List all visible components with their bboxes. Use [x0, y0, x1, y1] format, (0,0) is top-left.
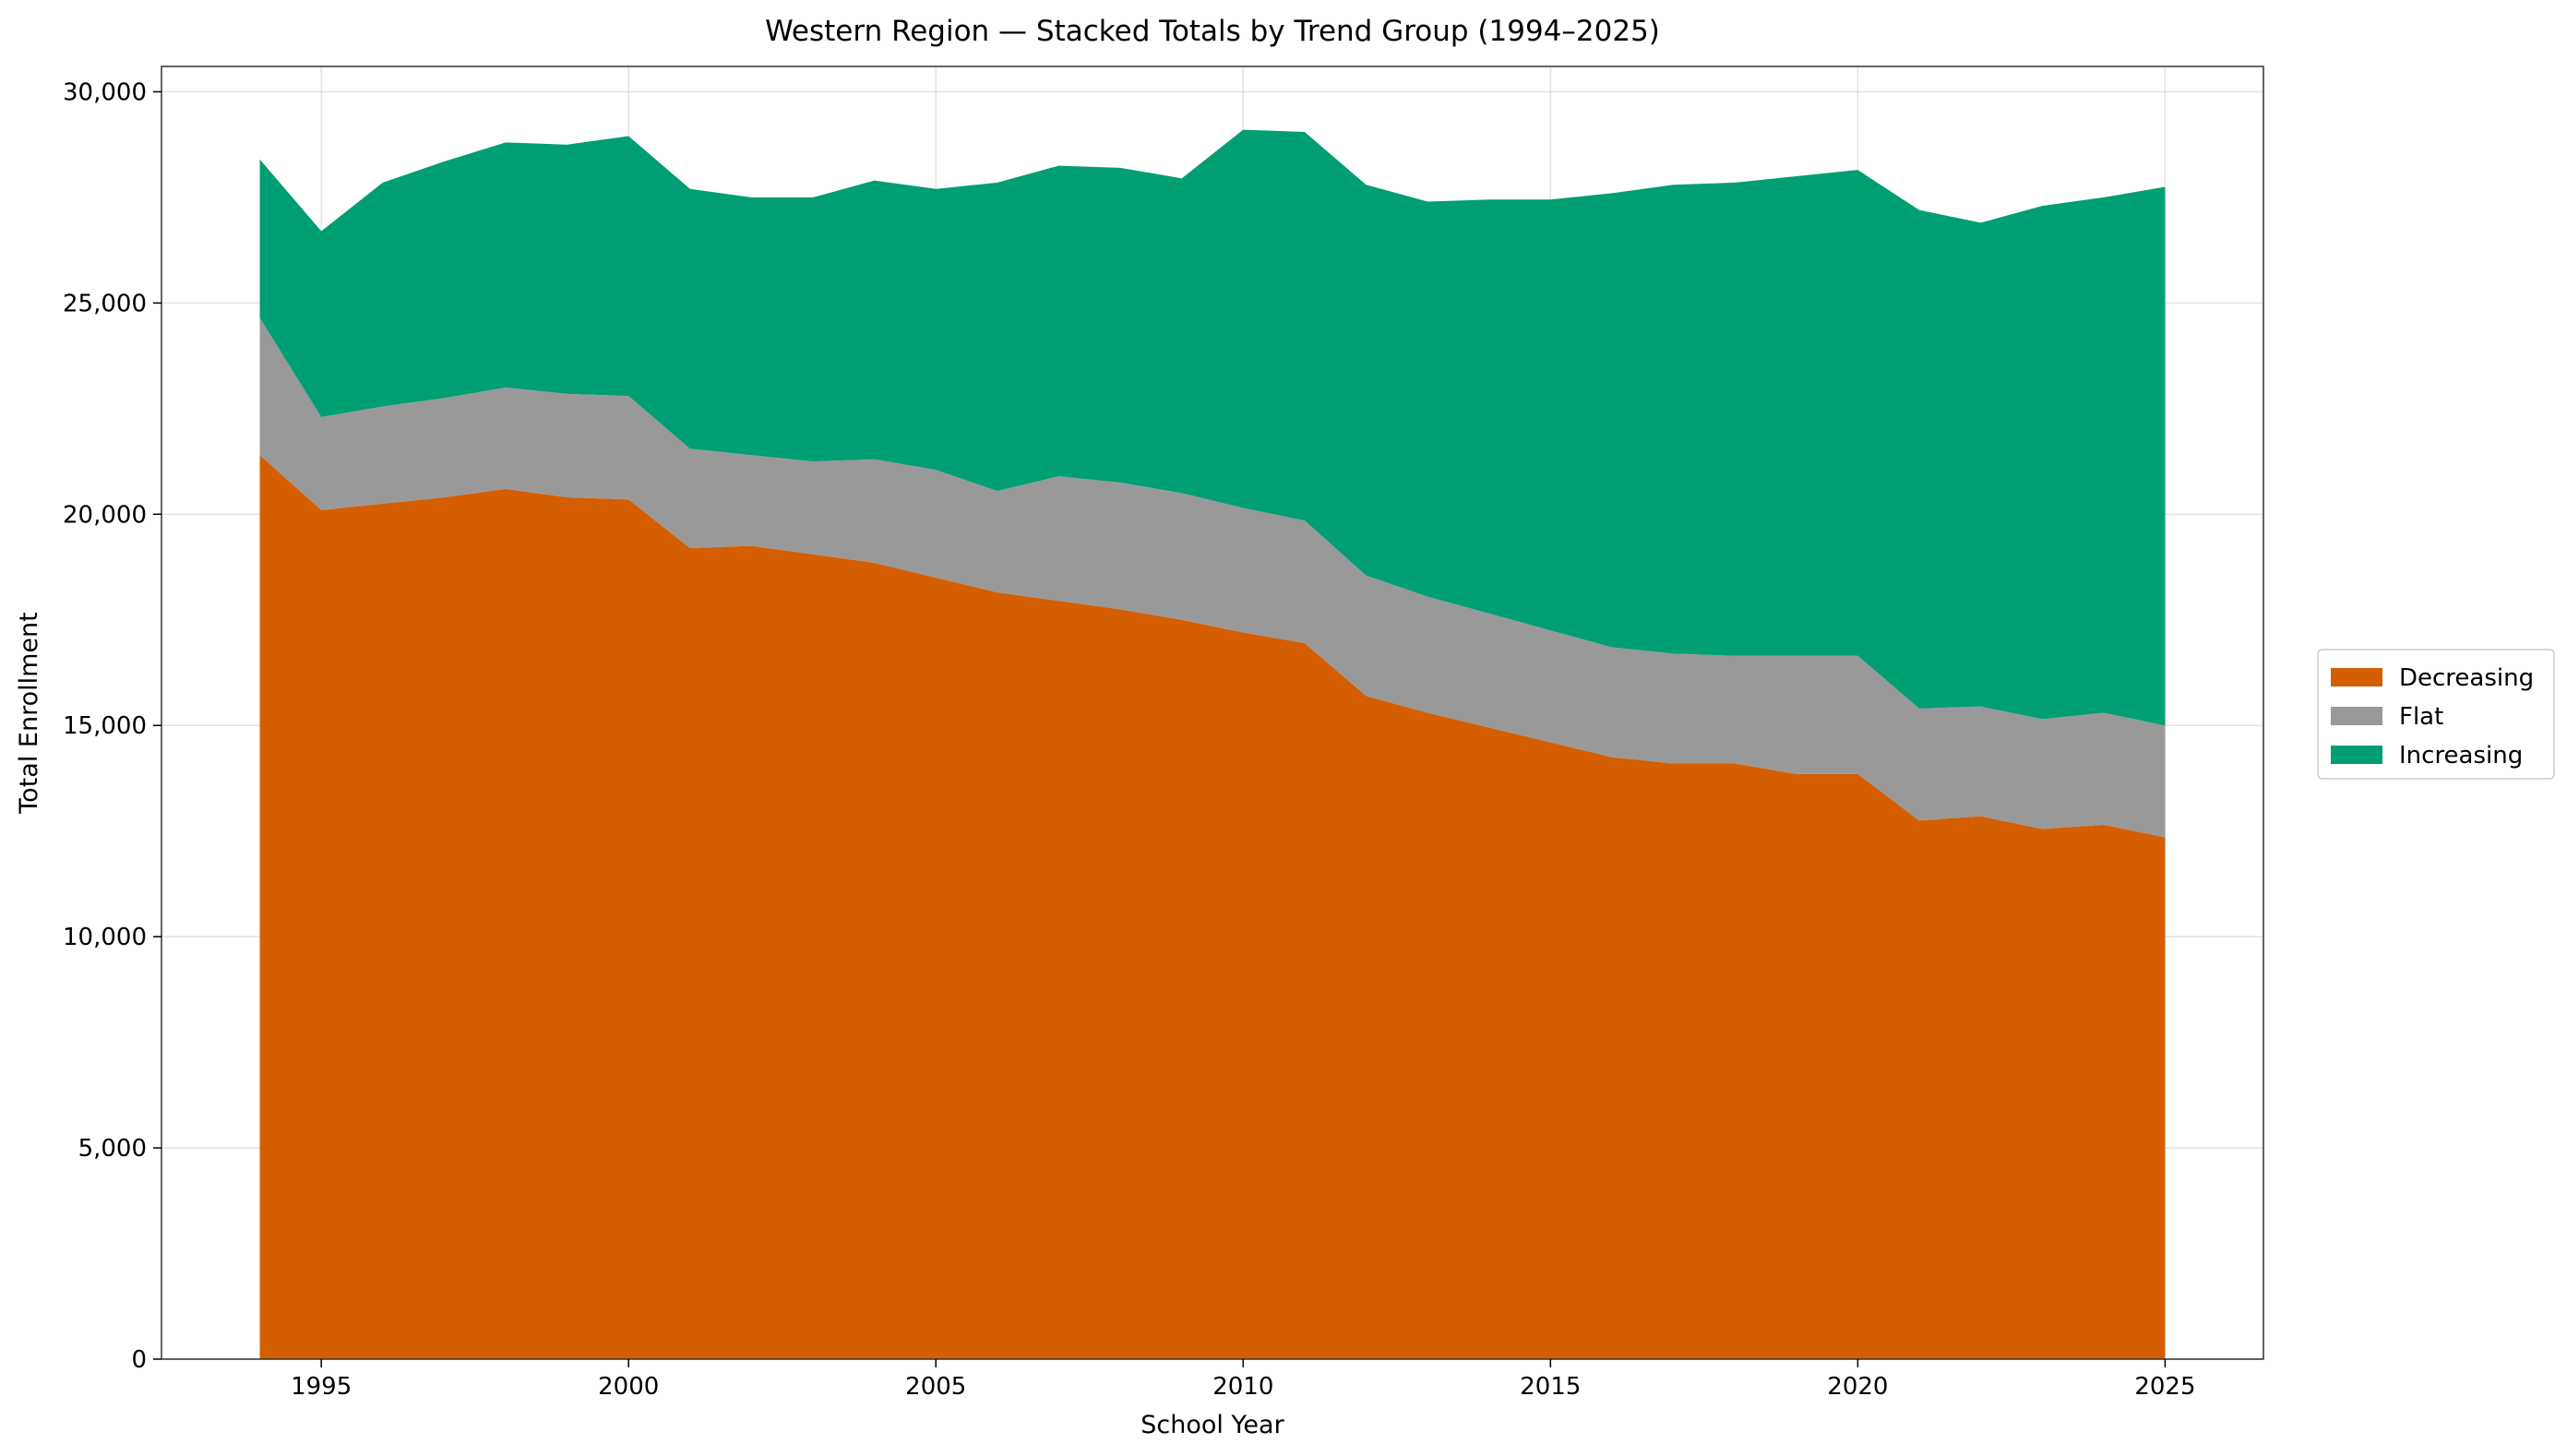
legend-swatch-flat	[2331, 707, 2382, 725]
x-tick-label: 2000	[598, 1373, 659, 1401]
area-series	[259, 129, 2166, 1360]
legend-label-decreasing: Decreasing	[2399, 664, 2534, 692]
x-tick-label: 2015	[1520, 1373, 1581, 1401]
y-tick-label: 30,000	[63, 78, 147, 106]
y-tick-label: 5,000	[78, 1135, 147, 1163]
x-axis-title: School Year	[1140, 1411, 1284, 1439]
y-tick-label: 15,000	[63, 712, 147, 740]
area-series-flat	[259, 317, 2166, 838]
x-tick-label: 2005	[905, 1373, 966, 1401]
x-tick-label: 2025	[2134, 1373, 2195, 1401]
x-tick-label: 2020	[1827, 1373, 1888, 1401]
legend-label-flat: Flat	[2399, 703, 2443, 731]
legend-swatch-increasing	[2331, 746, 2382, 764]
area-series-decreasing	[259, 455, 2166, 1360]
x-tick-label: 2010	[1212, 1373, 1273, 1401]
legend-label-increasing: Increasing	[2399, 742, 2523, 770]
chart-title: Western Region — Stacked Totals by Trend…	[765, 15, 1660, 48]
axis-ticks: 1995 2000 2005 2010 2015 2020 2025 0 5,000 10,000…	[63, 78, 2195, 1401]
area-series-increasing	[259, 129, 2166, 726]
plot-frame	[161, 66, 2264, 1360]
y-tick-label: 25,000	[63, 290, 147, 317]
legend-swatch-decreasing	[2331, 668, 2382, 686]
y-axis-title: Total Enrollment	[15, 612, 43, 814]
y-tick-label: 0	[131, 1346, 147, 1374]
x-tick-label: 1995	[291, 1373, 352, 1401]
y-tick-label: 10,000	[63, 924, 147, 951]
y-tick-label: 20,000	[63, 501, 147, 529]
legend: Decreasing Flat Increasing	[2317, 649, 2555, 780]
